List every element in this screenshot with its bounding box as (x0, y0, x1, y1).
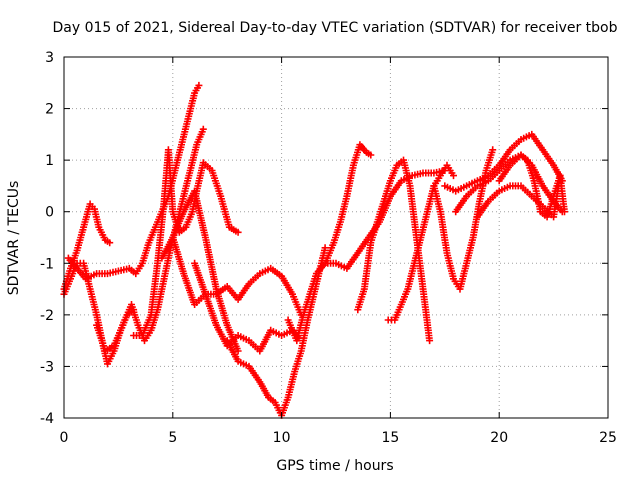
series-pass-l (354, 156, 434, 345)
series-pass-i (223, 244, 329, 419)
x-tick-label: 25 (599, 430, 617, 446)
series-pass-c (64, 81, 203, 283)
y-tick-label: 2 (45, 102, 54, 118)
data-point (195, 81, 203, 89)
chart-title: Day 015 of 2021, Sidereal Day-to-day VTE… (52, 20, 617, 36)
series-pass-n (430, 146, 497, 293)
x-tick-label: 20 (490, 430, 508, 446)
data-point (367, 151, 375, 159)
y-tick-label: -2 (40, 308, 54, 324)
data-point (106, 239, 114, 247)
axis-ticks (63, 56, 609, 419)
x-tick-label: 0 (60, 430, 69, 446)
data-markers (60, 81, 568, 419)
series-pass-r (495, 151, 568, 221)
y-tick-labels: -4 -3 -2 -1 0 1 2 3 (40, 50, 54, 427)
data-point (489, 146, 497, 154)
data-point (234, 347, 242, 355)
y-tick-label: -4 (40, 411, 54, 427)
x-tick-label: 15 (381, 430, 399, 446)
data-point (561, 208, 568, 216)
y-tick-label: 0 (45, 205, 54, 221)
series-pass-g (169, 234, 305, 319)
series-pass-m (384, 161, 457, 324)
x-tick-label: 5 (168, 430, 177, 446)
series-pass-h (191, 259, 303, 355)
y-tick-label: -1 (40, 256, 54, 272)
x-tick-label: 10 (273, 430, 291, 446)
series-pass-e (130, 146, 242, 339)
data-point (234, 228, 242, 236)
data-point (450, 172, 457, 180)
y-tick-label: 1 (45, 153, 54, 169)
series-pass-j (284, 141, 375, 345)
x-tick-labels: 0 5 10 15 20 25 (60, 430, 617, 446)
data-point (321, 244, 329, 252)
data-point (426, 337, 434, 345)
y-axis-label: SDTVAR / TECUs (6, 181, 22, 296)
data-point (199, 125, 207, 133)
y-tick-label: 3 (45, 50, 54, 66)
x-axis-label: GPS time / hours (276, 458, 393, 474)
plot-frame (63, 56, 609, 419)
y-tick-label: -3 (40, 359, 54, 375)
series-pass-o (441, 130, 566, 195)
